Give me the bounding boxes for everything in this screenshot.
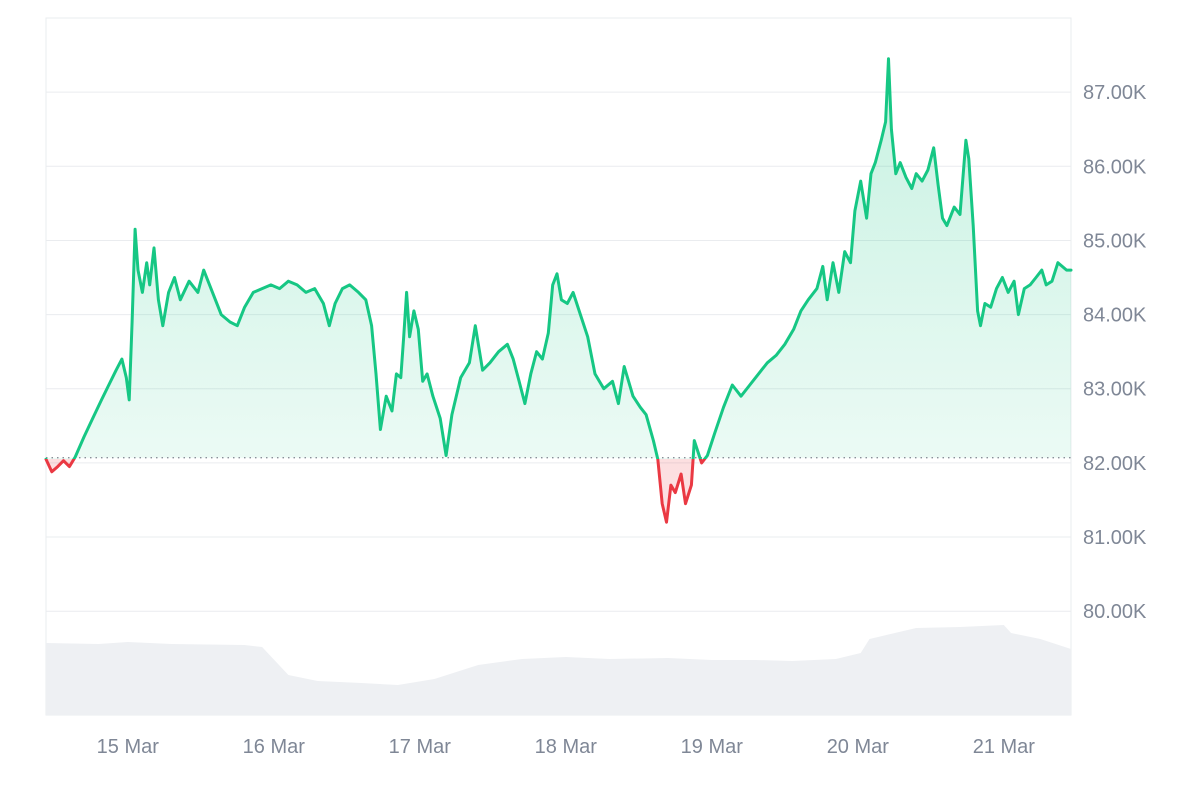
y-tick-label: 85.00K (1083, 230, 1147, 252)
y-tick-label: 80.00K (1083, 601, 1147, 623)
x-tick-label: 19 Mar (681, 736, 744, 758)
volume-area (46, 625, 1071, 715)
y-axis-ticks: 80.00K 81.00K 82.00K 83.00K 84.00K 85.00K 86.0… (1083, 82, 1147, 623)
x-tick-label: 18 Mar (535, 736, 598, 758)
y-tick-label: 81.00K (1083, 527, 1147, 549)
x-tick-label: 16 Mar (243, 736, 306, 758)
y-tick-label: 83.00K (1083, 379, 1147, 401)
y-tick-label: 84.00K (1083, 305, 1147, 327)
x-tick-label: 17 Mar (389, 736, 452, 758)
price-line-group (44, 57, 1073, 524)
y-tick-label: 87.00K (1083, 82, 1147, 104)
volume-area-group (46, 625, 1071, 715)
price-fill-group (46, 58, 1071, 523)
price-line-above-baseline (44, 57, 1073, 459)
x-tick-label: 20 Mar (827, 736, 890, 758)
x-tick-label: 15 Mar (97, 736, 160, 758)
x-axis-ticks: 15 Mar 16 Mar 17 Mar 18 Mar 19 Mar 20 Mar 21 M… (97, 736, 1036, 758)
x-tick-label: 21 Mar (973, 736, 1036, 758)
price-fill-above-baseline (46, 58, 1071, 459)
y-tick-label: 86.00K (1083, 156, 1147, 178)
y-tick-label: 82.00K (1083, 453, 1147, 475)
